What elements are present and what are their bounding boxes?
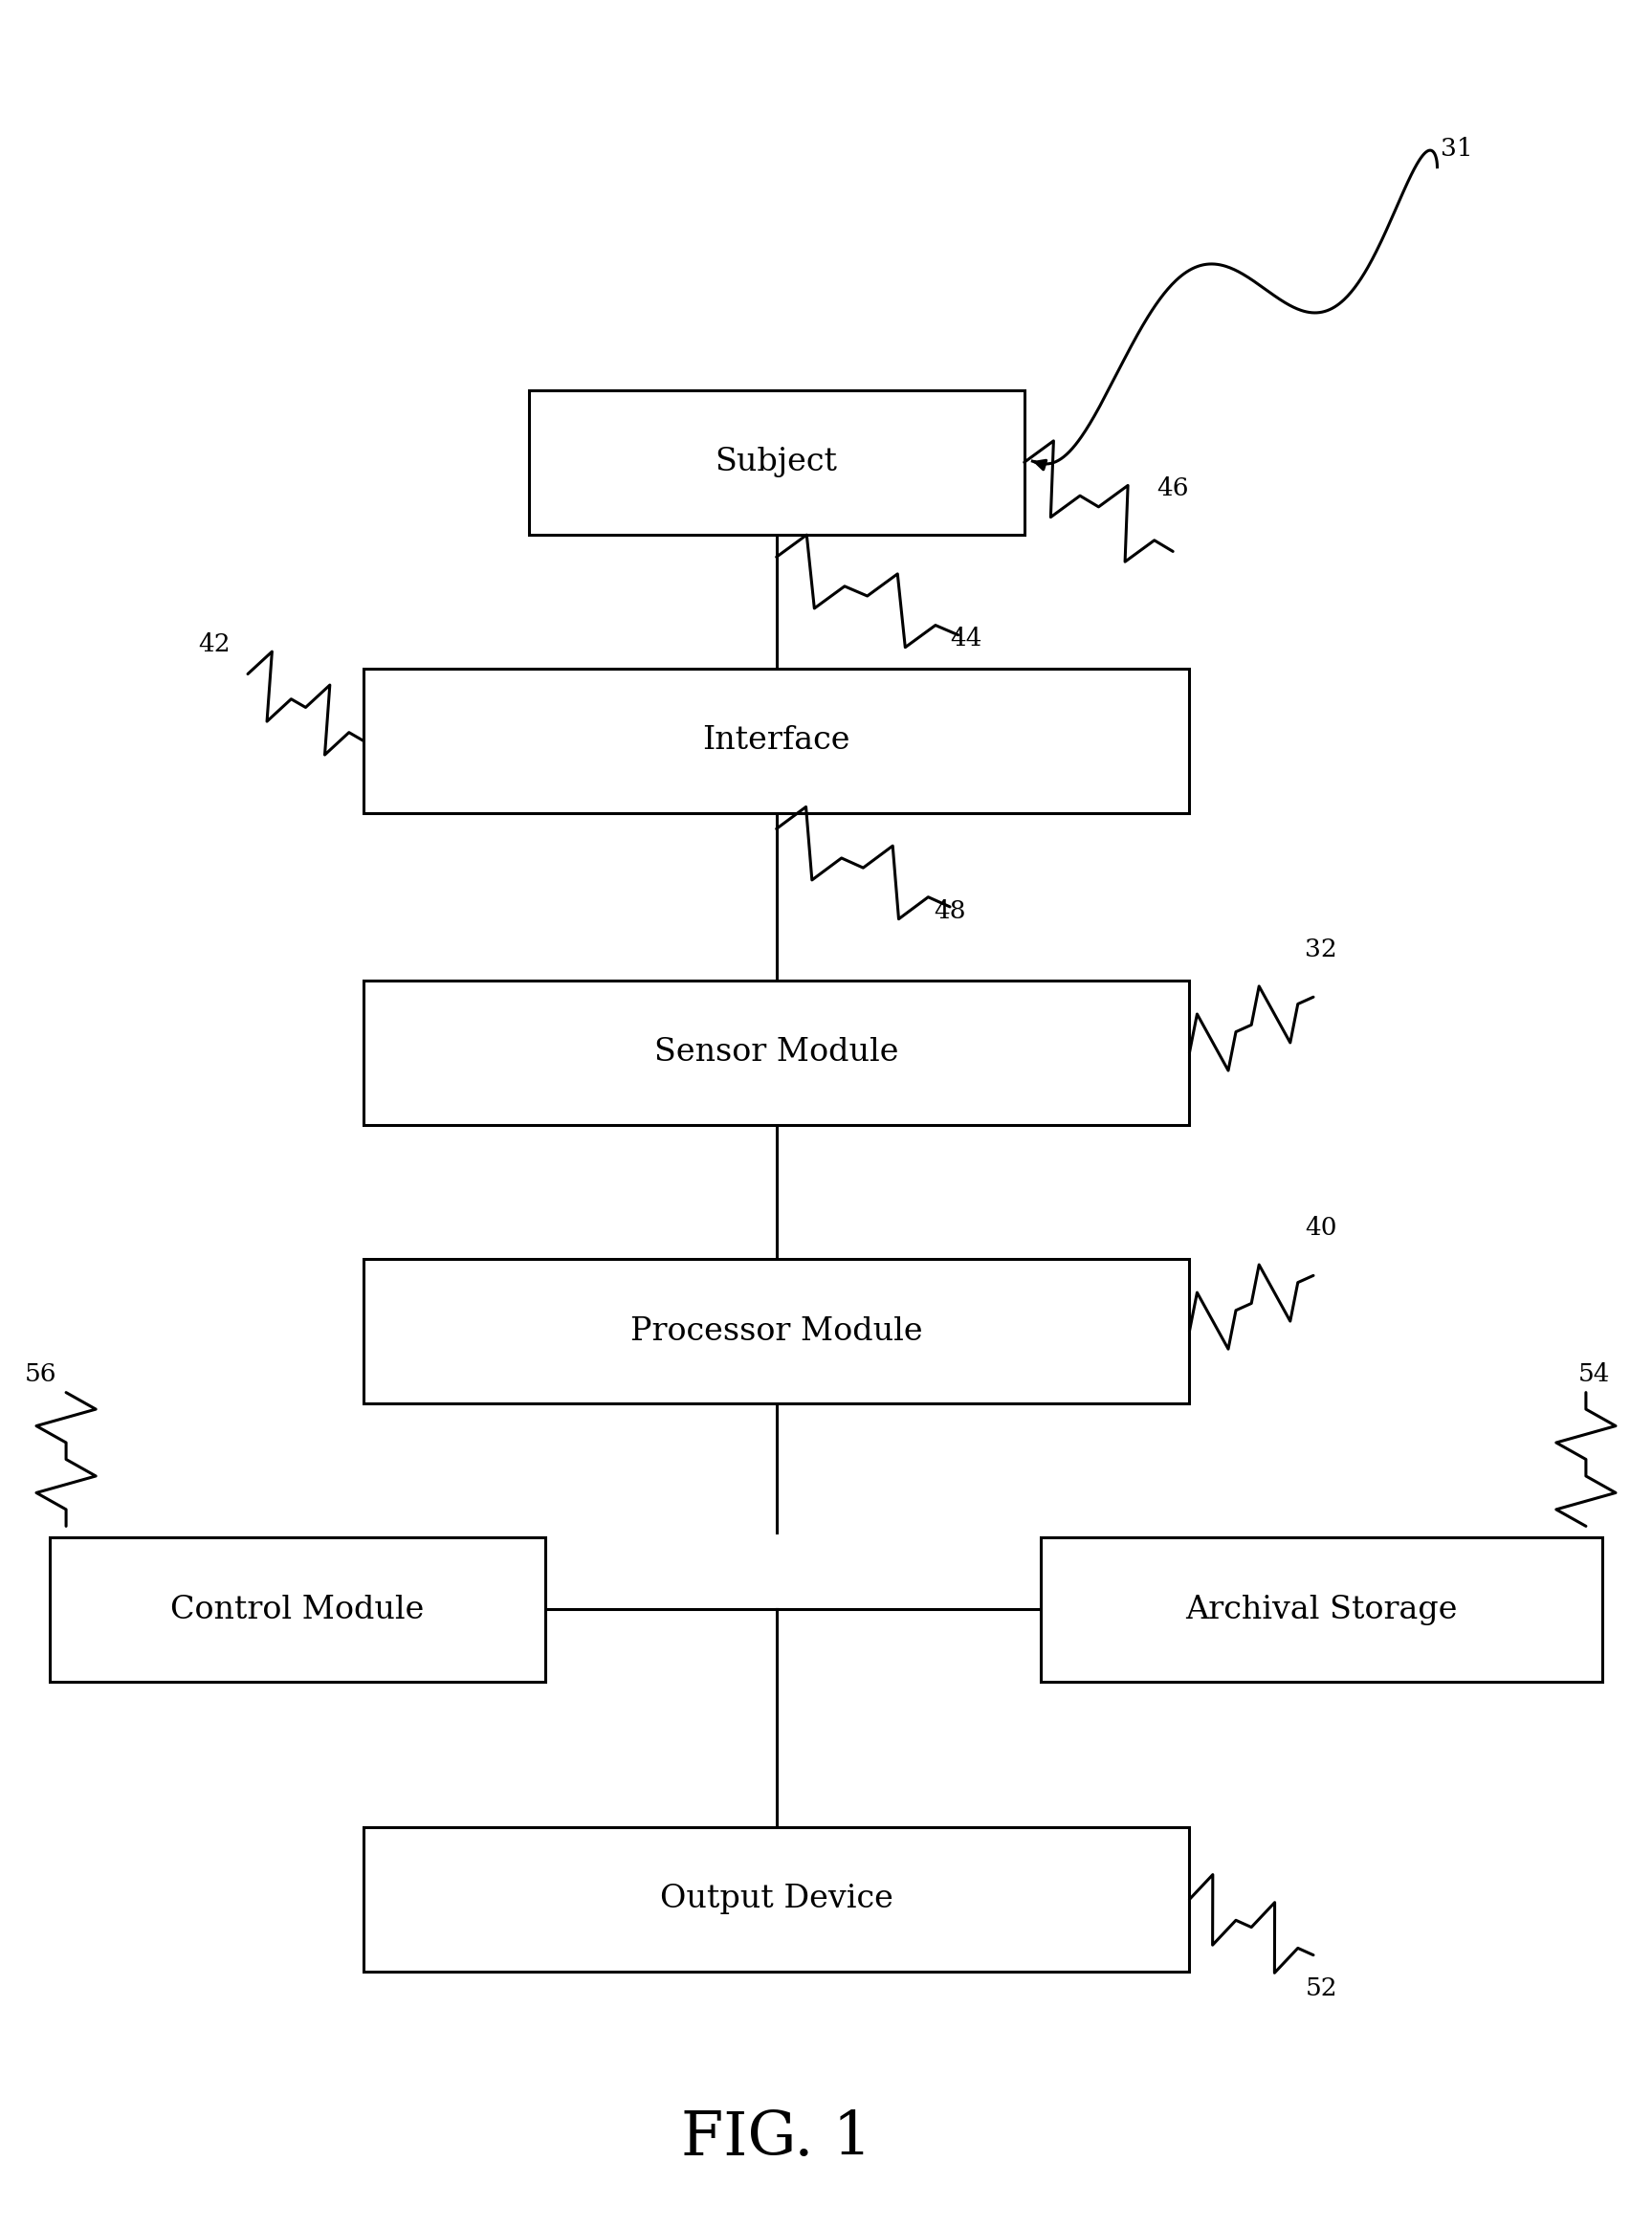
Text: Subject: Subject: [715, 448, 838, 477]
Text: Output Device: Output Device: [659, 1885, 894, 1914]
FancyBboxPatch shape: [363, 668, 1189, 813]
Text: 42: 42: [198, 633, 230, 657]
FancyBboxPatch shape: [363, 1259, 1189, 1404]
Text: 32: 32: [1305, 938, 1338, 962]
Text: Processor Module: Processor Module: [631, 1317, 922, 1346]
Text: FIG. 1: FIG. 1: [681, 2110, 872, 2168]
Text: 46: 46: [1156, 477, 1188, 501]
Text: 31: 31: [1441, 136, 1472, 160]
Text: Control Module: Control Module: [170, 1595, 425, 1624]
FancyBboxPatch shape: [363, 1827, 1189, 1972]
Text: 44: 44: [950, 626, 981, 651]
Text: 48: 48: [933, 898, 965, 922]
Text: Sensor Module: Sensor Module: [654, 1038, 899, 1067]
FancyBboxPatch shape: [363, 980, 1189, 1125]
Text: 40: 40: [1305, 1216, 1336, 1241]
Text: 52: 52: [1305, 1976, 1336, 2001]
Text: Interface: Interface: [702, 726, 851, 755]
FancyBboxPatch shape: [529, 390, 1024, 535]
Text: 54: 54: [1578, 1361, 1609, 1386]
FancyBboxPatch shape: [50, 1537, 545, 1682]
Text: Archival Storage: Archival Storage: [1186, 1595, 1457, 1624]
Text: 56: 56: [25, 1361, 56, 1386]
FancyBboxPatch shape: [1041, 1537, 1602, 1682]
